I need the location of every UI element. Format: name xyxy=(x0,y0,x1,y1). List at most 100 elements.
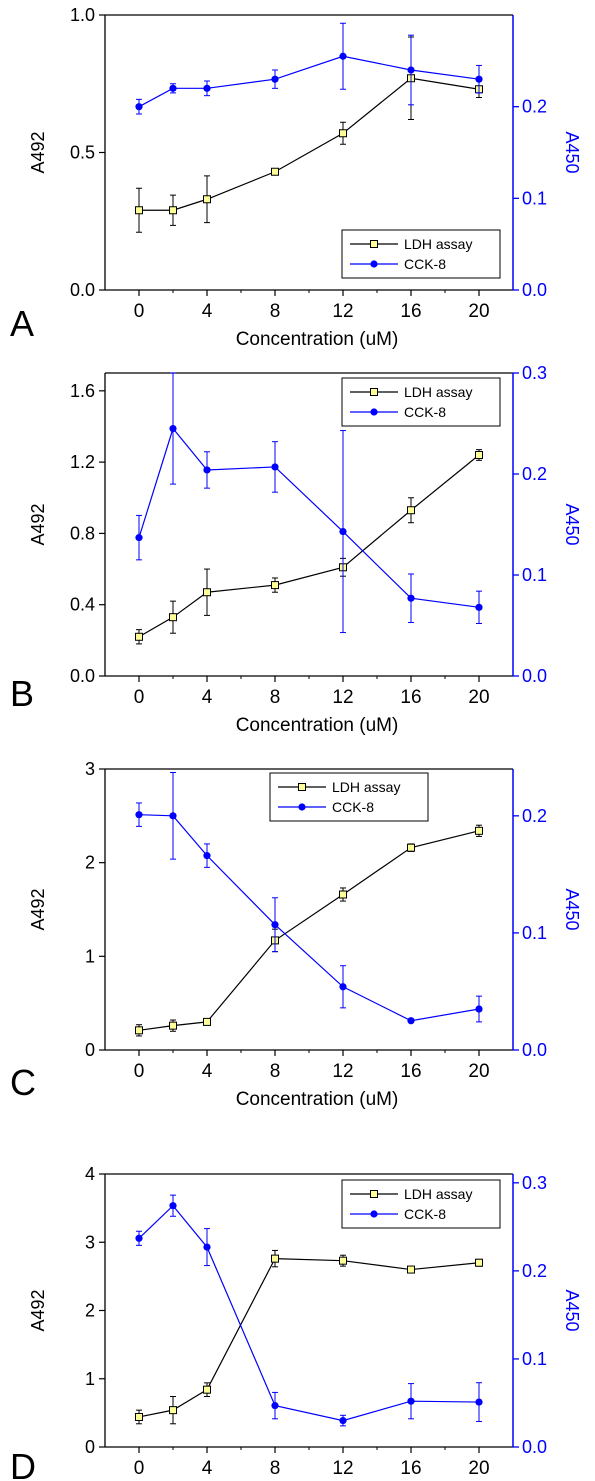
y-left-tick-label: 0.4 xyxy=(70,595,95,615)
y-right-axis-title: A450 xyxy=(562,888,582,930)
data-point xyxy=(135,811,143,819)
data-point xyxy=(407,1017,415,1025)
x-tick-label: 12 xyxy=(332,687,353,708)
data-point xyxy=(203,1017,211,1026)
legend-swatch-marker xyxy=(370,1210,378,1218)
legend-label: LDH assay xyxy=(404,1186,472,1202)
series-cck-8 xyxy=(135,22,483,115)
x-tick-label: 20 xyxy=(468,687,489,708)
y-left-axis-title: A492 xyxy=(28,503,48,545)
y-left-tick-label: 0 xyxy=(85,1437,95,1457)
y-left-tick-label: 2 xyxy=(85,853,95,873)
y-right-tick-label: 0.2 xyxy=(522,1261,547,1281)
series-cck-8 xyxy=(135,772,483,1025)
panel-D: 048121620012340.00.10.20.3Concentration … xyxy=(10,1164,582,1481)
data-point xyxy=(169,424,177,433)
series-ldh-assay xyxy=(135,36,483,233)
panel-A: 0 4 8 12 16 20 0.0 0.5 1.0 0.0 0.1 0.2 Concentration… xyxy=(10,5,582,350)
data-point xyxy=(203,466,211,474)
data-point xyxy=(135,1234,143,1242)
y-right-tick-label: 0.1 xyxy=(522,565,547,585)
data-point xyxy=(271,921,279,929)
x-axis-title: Concentration (uM) xyxy=(236,329,399,350)
data-point xyxy=(339,890,347,899)
x-tick-label: 0 xyxy=(134,687,145,708)
y-right-tick-label: 0.1 xyxy=(522,188,547,208)
y-right-tick-label: 0.2 xyxy=(522,806,547,826)
data-point xyxy=(203,195,211,204)
legend-label: LDH assay xyxy=(404,384,472,400)
x-tick-label: 20 xyxy=(468,1061,489,1082)
x-tick-label: 8 xyxy=(270,687,281,708)
data-point xyxy=(135,1026,143,1035)
panel-label: C xyxy=(10,1062,36,1103)
y-left-axis-title: A492 xyxy=(28,1289,48,1331)
data-point xyxy=(407,1265,415,1274)
data-point xyxy=(169,1202,177,1210)
legend-box xyxy=(341,1179,501,1229)
x-axis-title: Concentration (uM) xyxy=(236,715,399,736)
legend-swatch-marker xyxy=(370,260,378,268)
series-cck-8 xyxy=(135,1194,483,1427)
series-line xyxy=(138,454,480,638)
data-point xyxy=(407,506,415,515)
y-left-tick-label: 1 xyxy=(85,946,95,966)
legend-label: CCK-8 xyxy=(332,799,374,815)
data-point xyxy=(339,983,347,991)
data-point xyxy=(407,594,415,602)
x-tick-label: 4 xyxy=(202,301,213,322)
panel-B: 0 4 8 12 16 20 0.0 0.4 0.8 1.2 1.6 0.0 0.1 0.2 0.3 Conc… xyxy=(10,363,582,736)
data-point xyxy=(339,52,347,60)
x-tick-label: 8 xyxy=(270,1061,281,1082)
series-line xyxy=(138,830,480,1031)
x-tick-label: 20 xyxy=(468,301,489,322)
data-point xyxy=(135,206,143,215)
y-right-axis-title: A450 xyxy=(562,503,582,545)
x-tick-label: 0 xyxy=(134,1458,145,1479)
legend-box xyxy=(269,772,429,822)
legend-box xyxy=(341,229,501,279)
legend-swatch-marker xyxy=(370,408,378,416)
data-point xyxy=(135,534,143,542)
x-tick-label: 20 xyxy=(468,1458,489,1479)
y-left-axis-title: A492 xyxy=(28,131,48,173)
y-left-tick-label: 0 xyxy=(85,1040,95,1060)
y-right-tick-label: 0.2 xyxy=(522,97,547,117)
y-left-tick-label: 1.6 xyxy=(70,381,95,401)
y-left-tick-label: 0.8 xyxy=(70,523,95,543)
data-point xyxy=(271,581,279,590)
data-point xyxy=(271,1402,279,1410)
x-tick-label: 16 xyxy=(400,1061,421,1082)
x-tick-label: 4 xyxy=(202,1458,213,1479)
data-point xyxy=(339,527,347,536)
x-tick-label: 16 xyxy=(400,1458,421,1479)
legend: LDH assay CCK-8 xyxy=(341,229,501,279)
data-point xyxy=(475,826,483,835)
series-line xyxy=(138,427,480,608)
data-point xyxy=(475,450,483,459)
data-point xyxy=(271,463,279,471)
data-point xyxy=(407,66,415,74)
series-line xyxy=(138,1258,480,1418)
legend-box xyxy=(341,377,501,427)
y-left-tick-label: 4 xyxy=(85,1164,95,1184)
data-point xyxy=(135,1412,143,1421)
data-point xyxy=(339,1416,347,1425)
x-tick-label: 4 xyxy=(202,687,213,708)
data-point xyxy=(271,167,279,176)
y-left-tick-label: 0.5 xyxy=(70,143,95,163)
data-point xyxy=(169,1406,177,1415)
data-point xyxy=(169,613,177,622)
x-tick-label: 12 xyxy=(332,1061,353,1082)
y-left-tick-label: 0.0 xyxy=(70,280,95,300)
data-point xyxy=(203,588,211,597)
y-right-tick-label: 0.1 xyxy=(522,923,547,943)
legend-swatch-marker xyxy=(370,388,378,396)
data-point xyxy=(339,1256,347,1265)
x-tick-label: 12 xyxy=(332,1458,353,1479)
legend-swatch-marker xyxy=(298,783,306,791)
y-left-tick-label: 1.2 xyxy=(70,452,95,472)
legend: LDH assay CCK-8 xyxy=(341,377,501,427)
data-point xyxy=(135,632,143,641)
x-tick-label: 0 xyxy=(134,301,145,322)
